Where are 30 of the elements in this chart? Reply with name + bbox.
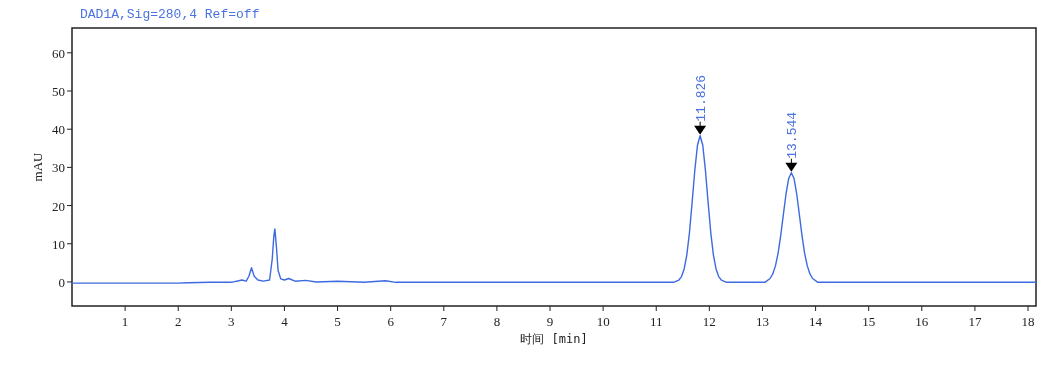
x-tick-label: 16 — [915, 314, 929, 329]
x-tick-label: 18 — [1021, 314, 1035, 329]
x-tick-label: 12 — [702, 314, 716, 329]
y-axis-title: mAU — [30, 151, 45, 182]
chart-title: DAD1A,Sig=280,4 Ref=off — [80, 7, 260, 22]
x-tick-label: 8 — [493, 314, 501, 329]
y-tick-label: 20 — [52, 198, 65, 214]
annotation: 11.826 — [694, 74, 710, 122]
x-tick-label: 13 — [755, 314, 769, 329]
annotation: 13.544 — [785, 111, 801, 159]
y-tick-label: 0 — [58, 274, 65, 290]
x-tick-label: 17 — [968, 314, 982, 329]
x-tick-label: 7 — [440, 314, 448, 329]
x-tick-label: 10 — [596, 314, 610, 329]
x-tick-label: 9 — [546, 314, 554, 329]
x-axis-title: 时间 [min] — [520, 332, 588, 346]
y-tick-label: 40 — [52, 122, 65, 138]
y-tick-label: 10 — [52, 236, 65, 252]
x-tick-label: 11 — [649, 314, 663, 329]
x-tick-label: 2 — [174, 314, 182, 329]
y-tick-label: 50 — [52, 84, 65, 100]
x-tick-label: 6 — [387, 314, 395, 329]
x-tick-label: 14 — [809, 314, 823, 329]
y-tick-label: 30 — [52, 160, 65, 176]
x-tick-label: 5 — [334, 314, 341, 329]
x-tick-label: 4 — [281, 314, 289, 329]
x-tick-label: 3 — [228, 314, 235, 329]
x-tick-label: 1 — [121, 314, 129, 329]
y-tick-label: 60 — [52, 45, 65, 61]
x-tick-label: 15 — [862, 314, 876, 329]
